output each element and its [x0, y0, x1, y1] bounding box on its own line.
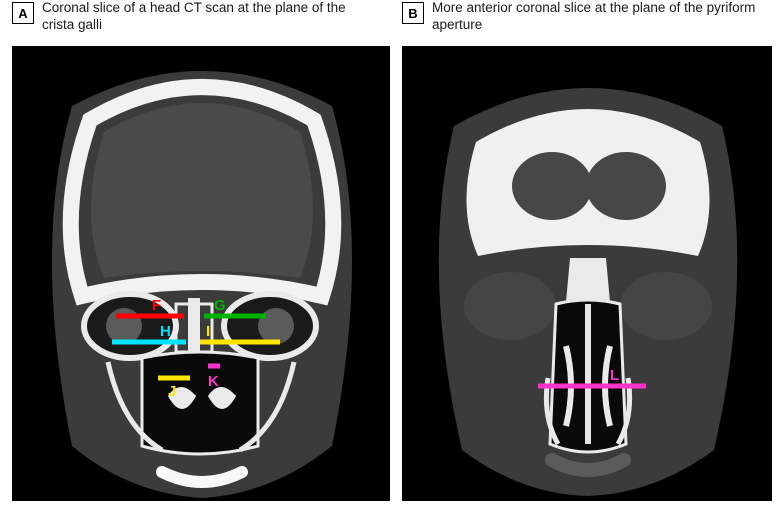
measurement-label-k: K [208, 373, 219, 390]
measurement-label-f: F [152, 297, 161, 314]
panel-a-image: F G H I J K [12, 46, 390, 501]
panel-b-header: B More anterior coronal slice at the pla… [402, 0, 772, 46]
panel-a-header: A Coronal slice of a head CT scan at the… [12, 0, 390, 46]
panel-a: A Coronal slice of a head CT scan at the… [12, 0, 390, 501]
measurement-label-g: G [214, 297, 226, 314]
panel-b: B More anterior coronal slice at the pla… [402, 0, 772, 501]
panel-b-image: L [402, 46, 772, 501]
measurement-label-i: I [206, 323, 210, 340]
measurement-label-j: J [168, 383, 176, 400]
panel-a-caption: Coronal slice of a head CT scan at the p… [42, 0, 372, 34]
panel-b-tag: B [402, 2, 424, 24]
panel-a-tag: A [12, 2, 34, 24]
ct-scan-a: F G H I J K [12, 46, 390, 501]
measurement-label-l: L [610, 367, 619, 384]
ct-scan-b: L [402, 46, 772, 501]
measurement-label-h: H [160, 323, 171, 340]
panel-b-caption: More anterior coronal slice at the plane… [432, 0, 762, 34]
figure-container: A Coronal slice of a head CT scan at the… [0, 0, 783, 515]
